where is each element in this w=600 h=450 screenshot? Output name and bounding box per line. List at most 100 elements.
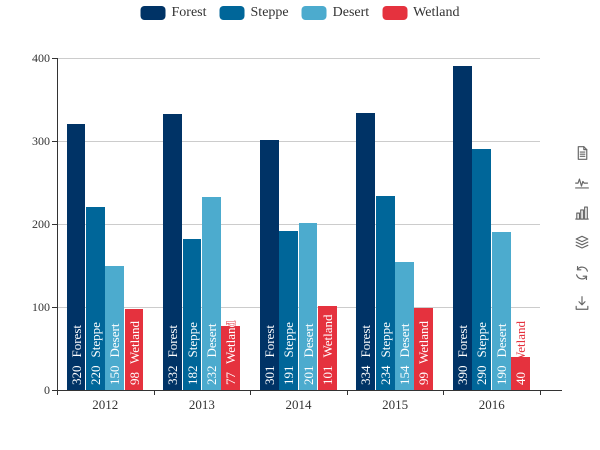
bar-2016-steppe[interactable] bbox=[472, 149, 492, 390]
legend-item-steppe[interactable]: Steppe bbox=[219, 6, 289, 20]
bar-value-label: 334 Forest bbox=[356, 85, 375, 386]
bar-2016-forest[interactable] bbox=[453, 66, 472, 390]
bar-value-label: 220 Steppe bbox=[86, 85, 105, 385]
bar-2013-forest[interactable] bbox=[163, 114, 183, 390]
bar-2013-steppe[interactable] bbox=[182, 238, 202, 390]
bar-2014-wetland[interactable] bbox=[317, 306, 337, 390]
bar-value-text: 98 bbox=[126, 372, 142, 385]
restore-icon[interactable] bbox=[573, 264, 591, 282]
bar-series-name-text: Steppe bbox=[184, 322, 200, 358]
bar-series-name-text: Forest bbox=[165, 325, 181, 359]
bar-2015-wetland[interactable] bbox=[414, 307, 434, 390]
bar-series-name-text: Desert bbox=[397, 323, 413, 358]
x-axis-tick bbox=[443, 390, 445, 395]
legend-item-forest[interactable]: Forest bbox=[140, 5, 207, 20]
bar-value-label: 154 Desert bbox=[395, 85, 414, 385]
y-axis-tick-label: 200 bbox=[32, 217, 50, 231]
y-axis-tick-label: 100 bbox=[32, 300, 50, 314]
bar-value-text: 40 bbox=[513, 372, 529, 385]
bar-value-text: 301 bbox=[261, 365, 277, 386]
x-axis-tick bbox=[153, 390, 155, 395]
bar-value-label: 232 Desert bbox=[202, 85, 221, 385]
bar-2016-desert[interactable] bbox=[491, 232, 511, 390]
bar-value-label: 77 Wetland bbox=[221, 85, 240, 386]
x-axis-tick bbox=[57, 390, 58, 395]
bar-value-label: 234 Steppe bbox=[376, 85, 395, 385]
bar-value-label: 150 Desert bbox=[105, 85, 124, 385]
bar-2013-wetland[interactable] bbox=[221, 326, 241, 390]
bar-value-text: 232 bbox=[203, 365, 219, 386]
legend-item-label: Forest bbox=[171, 5, 207, 20]
bar-value-label: 98 Wetland bbox=[125, 85, 144, 386]
legend-item-label: Wetland bbox=[413, 5, 460, 20]
bar-2014-forest[interactable] bbox=[259, 140, 279, 390]
x-axis-category-label: 2015 bbox=[382, 397, 409, 412]
bar-2014-desert[interactable] bbox=[298, 223, 318, 390]
x-axis-category-label: 2014 bbox=[285, 397, 312, 412]
save-image-icon[interactable] bbox=[573, 294, 591, 312]
legend-item-desert[interactable]: Desert bbox=[301, 5, 370, 20]
bar-value-label: 332 Forest bbox=[163, 85, 182, 386]
bar-value-text: 201 bbox=[300, 365, 316, 386]
y-axis-tick-label: 300 bbox=[32, 134, 50, 148]
bar-value-label: 99 Wetland bbox=[414, 85, 433, 386]
bar-value-label: 390 Forest bbox=[453, 85, 472, 386]
legend: Forest Steppe Desert Wetland bbox=[140, 5, 459, 20]
bar-series-name-text: Wetland bbox=[126, 321, 142, 365]
bar-series-name-text: Desert bbox=[107, 323, 123, 358]
bar-value-label: 182 Steppe bbox=[183, 85, 202, 385]
toolbox bbox=[573, 144, 591, 312]
bar-value-text: 290 bbox=[474, 365, 490, 386]
bar-2012-desert[interactable] bbox=[105, 265, 125, 390]
bar-series-name-text: Steppe bbox=[377, 322, 393, 358]
bar-series-name-text: Desert bbox=[300, 323, 316, 358]
bar-2015-desert[interactable] bbox=[395, 262, 414, 390]
bar-series-name-text: Wetland bbox=[416, 321, 432, 365]
y-gridline bbox=[57, 141, 540, 142]
bar-value-text: 101 bbox=[319, 365, 335, 386]
bar-value-label: 190 Desert bbox=[492, 85, 511, 385]
x-axis-tick bbox=[540, 390, 541, 395]
y-axis-tick bbox=[52, 224, 57, 225]
x-axis-line bbox=[57, 390, 562, 391]
bar-2016-wetland[interactable] bbox=[511, 356, 530, 390]
bar-value-text: 182 bbox=[184, 365, 200, 386]
bar-2013-desert[interactable] bbox=[201, 197, 221, 390]
legend-marker-swatch bbox=[219, 6, 245, 20]
bar-value-text: 77 bbox=[223, 372, 239, 385]
bar-value-label: 290 Steppe bbox=[472, 85, 491, 385]
x-axis-tick bbox=[250, 390, 252, 395]
stack-icon[interactable] bbox=[573, 234, 591, 252]
legend-item-wetland[interactable]: Wetland bbox=[382, 6, 459, 20]
bar-series-name-text: Forest bbox=[358, 325, 374, 359]
bar-2015-forest[interactable] bbox=[356, 112, 376, 390]
bar-value-label: 191 Steppe bbox=[279, 85, 298, 385]
x-axis-category-label: 2016 bbox=[478, 397, 505, 412]
bar-value-text: 154 bbox=[397, 365, 413, 386]
y-axis-tick bbox=[52, 141, 57, 142]
data-view-icon[interactable] bbox=[573, 144, 591, 162]
bar-2012-forest[interactable] bbox=[66, 124, 86, 390]
bar-series-name-text: Steppe bbox=[281, 322, 297, 358]
x-axis-category-label: 2012 bbox=[92, 397, 119, 412]
legend-item-label: Desert bbox=[332, 5, 370, 20]
legend-marker-swatch bbox=[301, 6, 327, 20]
bar-value-label: 101 Wetland bbox=[318, 85, 337, 385]
bar-chart-icon[interactable] bbox=[573, 204, 591, 222]
bar-series-name-text: Wetland bbox=[223, 321, 239, 365]
line-chart-icon[interactable] bbox=[573, 174, 591, 192]
bar-series-name-text: Forest bbox=[455, 325, 471, 359]
bar-value-label: 201 Desert bbox=[299, 85, 318, 385]
bar-2012-wetland[interactable] bbox=[124, 308, 144, 390]
bar-2012-steppe[interactable] bbox=[85, 207, 105, 390]
bar-value-text: 150 bbox=[107, 365, 123, 386]
bar-2015-steppe[interactable] bbox=[375, 195, 395, 390]
bar-value-text: 390 bbox=[455, 365, 471, 386]
bar-2014-steppe[interactable] bbox=[279, 231, 298, 390]
bar-series-name-text: Wetland bbox=[319, 314, 335, 358]
bar-series-name-text: Desert bbox=[493, 323, 509, 358]
y-axis-line bbox=[57, 58, 58, 390]
legend-marker-swatch bbox=[382, 6, 408, 20]
x-axis-tick bbox=[346, 390, 348, 395]
